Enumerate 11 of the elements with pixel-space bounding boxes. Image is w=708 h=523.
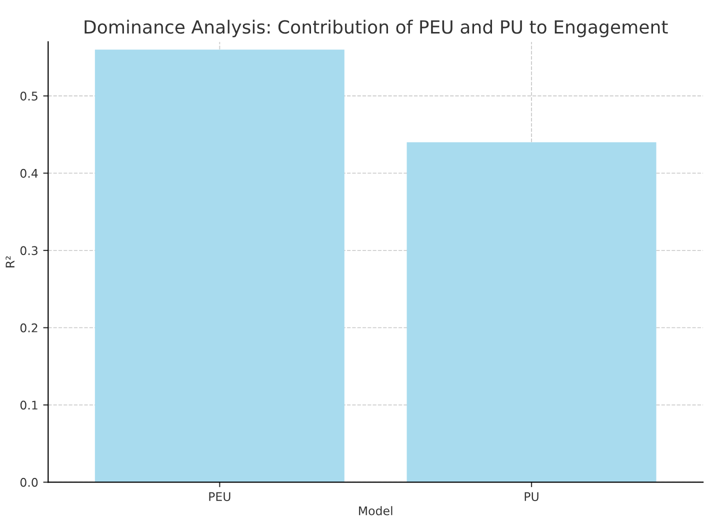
x-tick-label: PU: [524, 492, 538, 502]
y-tick-label: 0.0: [20, 478, 38, 487]
y-tick-label: 0.4: [20, 168, 38, 178]
y-tick-label: 0.2: [20, 323, 38, 332]
y-axis-title: R²: [6, 256, 14, 268]
y-tick-label: 0.5: [20, 92, 38, 101]
y-tick-label: 0.3: [20, 246, 38, 256]
x-tick-label: PEU: [209, 492, 230, 502]
chart-title: Dominance Analysis: Contribution of PEU and PU to Engagement: [84, 20, 668, 38]
y-tick-label: 0.1: [20, 400, 38, 410]
x-axis-title: Model: [359, 506, 392, 516]
